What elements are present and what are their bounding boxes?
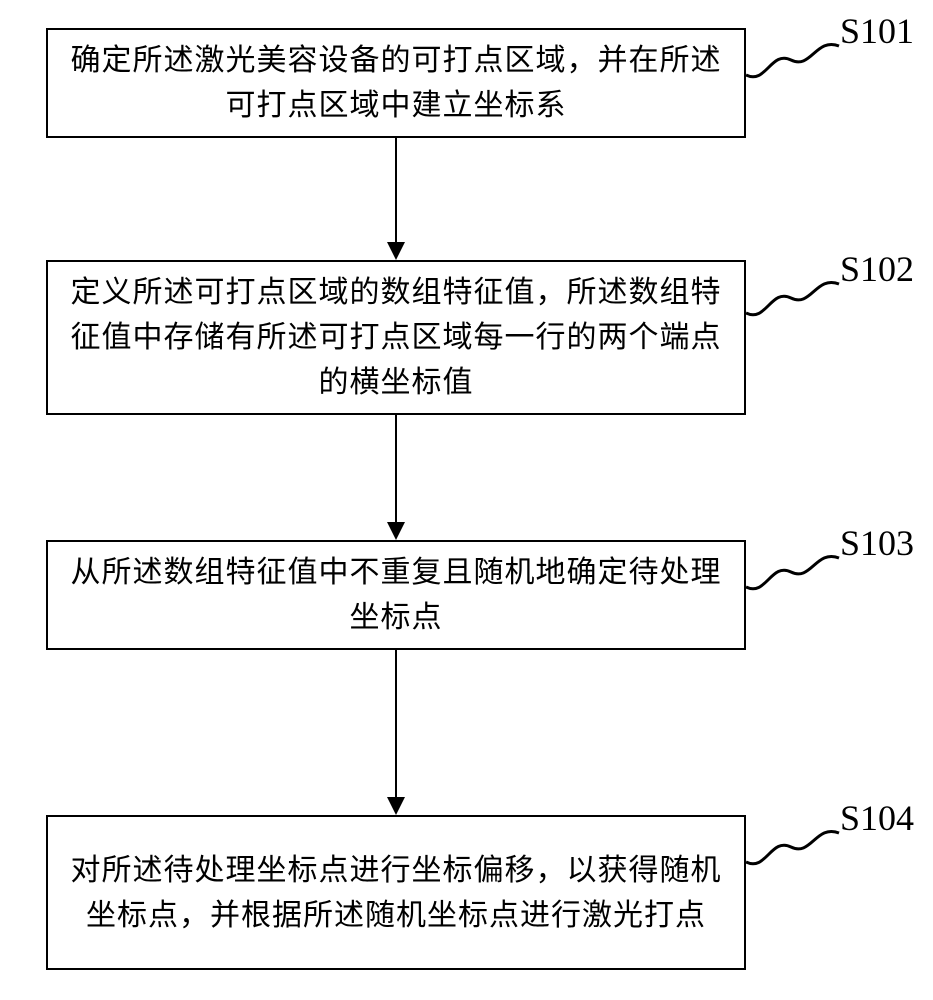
- flow-box-s103: 从所述数组特征值中不重复且随机地确定待处理坐标点: [46, 540, 746, 650]
- flow-label-s103: S103: [840, 522, 914, 564]
- flow-arrow-head: [387, 242, 405, 260]
- flow-arrow-head: [387, 797, 405, 815]
- flow-arrow: [395, 415, 397, 522]
- flow-arrow-head: [387, 522, 405, 540]
- flow-box-text: 确定所述激光美容设备的可打点区域，并在所述可打点区域中建立坐标系: [48, 32, 744, 134]
- flow-label-s104: S104: [840, 797, 914, 839]
- flow-box-s104: 对所述待处理坐标点进行坐标偏移，以获得随机坐标点，并根据所述随机坐标点进行激光打…: [46, 815, 746, 970]
- flow-box-s101: 确定所述激光美容设备的可打点区域，并在所述可打点区域中建立坐标系: [46, 28, 746, 138]
- flow-label-s102: S102: [840, 248, 914, 290]
- flow-arrow: [395, 138, 397, 242]
- flow-label-s101: S101: [840, 10, 914, 52]
- flow-box-text: 定义所述可打点区域的数组特征值，所述数组特征值中存储有所述可打点区域每一行的两个…: [48, 264, 744, 411]
- flow-box-text: 从所述数组特征值中不重复且随机地确定待处理坐标点: [48, 544, 744, 646]
- connector-squiggle: [746, 40, 841, 95]
- connector-squiggle: [746, 827, 841, 882]
- flow-box-text: 对所述待处理坐标点进行坐标偏移，以获得随机坐标点，并根据所述随机坐标点进行激光打…: [48, 842, 744, 944]
- connector-squiggle: [746, 552, 841, 607]
- flow-arrow: [395, 650, 397, 797]
- flow-box-s102: 定义所述可打点区域的数组特征值，所述数组特征值中存储有所述可打点区域每一行的两个…: [46, 260, 746, 415]
- connector-squiggle: [746, 278, 841, 333]
- flowchart-canvas: 确定所述激光美容设备的可打点区域，并在所述可打点区域中建立坐标系 S101 定义…: [0, 0, 933, 1000]
